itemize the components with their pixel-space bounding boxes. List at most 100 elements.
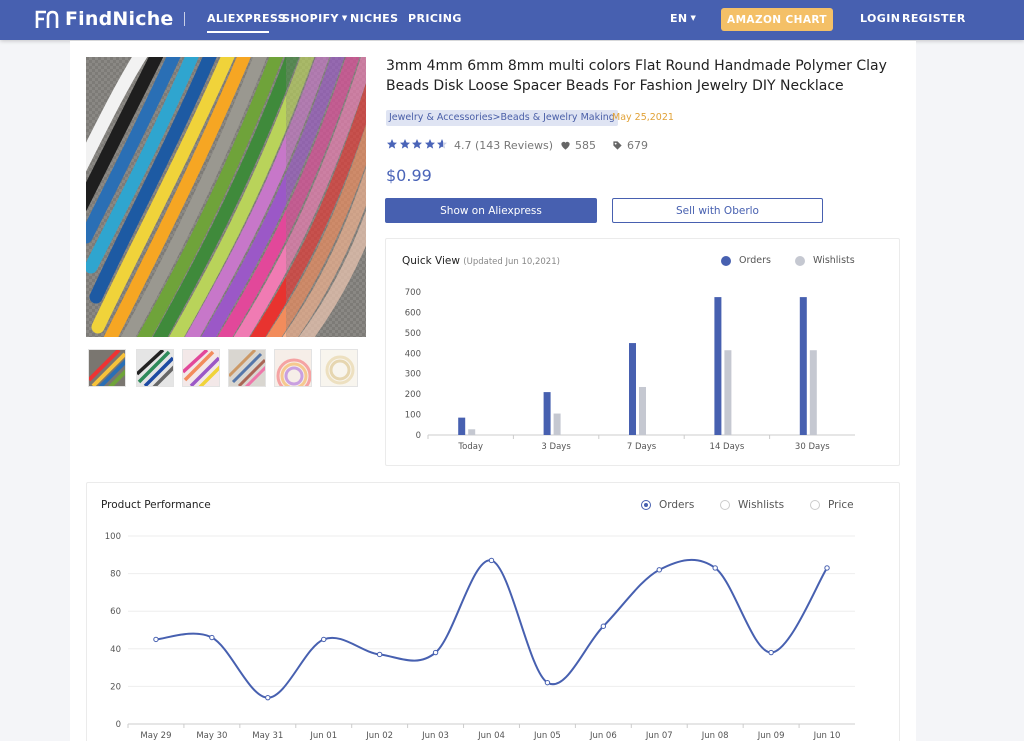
y-tick-label: 80 xyxy=(110,570,121,580)
nav-pricing[interactable]: PRICING xyxy=(408,12,462,25)
logo[interactable]: FindNiche xyxy=(35,7,174,31)
radio-wishlists-label: Wishlists xyxy=(738,499,785,511)
radio-wishlists-circle xyxy=(720,500,730,510)
thumbnail-2[interactable] xyxy=(136,349,174,387)
nav-shopify[interactable]: SHOPIFY ▼ xyxy=(282,12,348,25)
x-tick-label: Jun 03 xyxy=(421,731,449,741)
y-tick-label: 700 xyxy=(405,288,421,298)
register-link[interactable]: REGISTER xyxy=(902,12,966,25)
x-tick-label: Jun 09 xyxy=(757,731,785,741)
thumbnail-4[interactable] xyxy=(228,349,266,387)
chevron-down-icon: ▼ xyxy=(341,14,348,22)
radio-wishlists[interactable]: Wishlists xyxy=(720,499,784,511)
x-tick-label: Jun 05 xyxy=(533,731,561,741)
tags-value: 679 xyxy=(627,139,648,152)
legend-wishlists-label: Wishlists xyxy=(813,255,855,266)
y-tick-label: 400 xyxy=(405,349,421,359)
category-tag[interactable]: Jewelry & Accessories>Beads & Jewelry Ma… xyxy=(386,110,618,126)
radio-orders-label: Orders xyxy=(659,499,695,511)
legend-orders-label: Orders xyxy=(739,255,771,266)
findniche-logo-icon xyxy=(35,10,59,28)
rating-stars xyxy=(386,138,449,150)
amazon-chart-button[interactable]: AMAZON CHART xyxy=(721,8,833,31)
x-tick-label: 7 Days xyxy=(627,442,657,452)
product-main-image[interactable] xyxy=(86,57,366,337)
radio-price[interactable]: Price xyxy=(810,499,854,511)
x-tick-label: Jun 01 xyxy=(309,731,337,741)
data-point xyxy=(153,636,159,643)
language-selector[interactable]: EN ▼ xyxy=(670,12,696,25)
nav-aliexpress[interactable]: ALIEXPRESS xyxy=(207,12,287,25)
data-point xyxy=(824,565,830,571)
star-half-icon xyxy=(437,139,447,149)
thumbnail-image xyxy=(137,350,173,386)
bar-orders xyxy=(629,343,636,435)
x-tick-label: Jun 02 xyxy=(365,731,393,741)
y-tick-label: 500 xyxy=(405,329,421,339)
beads-image xyxy=(86,57,366,337)
wishlist-count: 585 xyxy=(560,139,596,152)
product-price: $0.99 xyxy=(386,166,432,185)
thumbnail-5[interactable] xyxy=(274,349,312,387)
x-tick-label: 30 Days xyxy=(795,442,830,452)
data-point xyxy=(656,567,662,573)
nav-niches[interactable]: NICHES xyxy=(350,12,399,25)
star-icon xyxy=(399,139,410,149)
bar-wishlists xyxy=(553,413,561,435)
rating-text: 4.7 (143 Reviews) xyxy=(454,139,554,152)
bar-wishlists xyxy=(468,429,476,435)
thumbnail-1[interactable] xyxy=(88,349,126,387)
y-tick-label: 100 xyxy=(105,532,121,542)
tag-icon xyxy=(613,141,622,150)
logo-text: FindNiche xyxy=(65,8,174,30)
x-tick-label: Jun 10 xyxy=(813,731,841,741)
legend-dot-wishlists xyxy=(795,255,805,266)
top-navigation-bar: FindNiche ALIEXPRESS SHOPIFY ▼ NICHES PRI… xyxy=(0,0,1024,40)
x-tick-label: Jun 06 xyxy=(589,731,617,741)
data-point xyxy=(321,636,327,643)
data-point xyxy=(600,623,607,629)
thumbnail-6[interactable] xyxy=(320,349,358,387)
language-label: EN xyxy=(670,12,688,25)
x-tick-label: 14 Days xyxy=(710,442,745,452)
y-tick-label: 0 xyxy=(416,431,421,441)
x-tick-label: Today xyxy=(457,442,483,452)
legend-dot-orders xyxy=(721,255,731,266)
bar-orders xyxy=(543,392,551,435)
bar-orders xyxy=(799,297,807,435)
legend-orders[interactable]: Orders xyxy=(721,255,771,266)
product-performance-title: Product Performance xyxy=(101,499,211,511)
tag-count: 679 xyxy=(612,139,648,152)
y-tick-label: 60 xyxy=(110,607,121,617)
thumbnail-image xyxy=(183,350,219,386)
bar-wishlists xyxy=(639,386,646,435)
nav-shopify-label: SHOPIFY xyxy=(282,12,339,25)
x-tick-label: 3 Days xyxy=(541,442,571,452)
thumbnail-image xyxy=(321,350,357,386)
legend-wishlists[interactable]: Wishlists xyxy=(795,255,855,266)
login-link[interactable]: LOGIN xyxy=(860,12,901,25)
thumbnail-image xyxy=(89,350,125,386)
data-point xyxy=(376,651,383,658)
sell-with-oberlo-button[interactable]: Sell with Oberlo xyxy=(612,198,823,223)
show-on-aliexpress-button[interactable]: Show on Aliexpress xyxy=(385,198,597,223)
radio-orders[interactable]: Orders xyxy=(641,499,694,511)
star-icon xyxy=(424,139,435,149)
thumbnail-3[interactable] xyxy=(182,349,220,387)
radio-price-label: Price xyxy=(828,499,854,511)
radio-orders-circle xyxy=(641,500,651,510)
thumbnail-image xyxy=(275,350,311,386)
radio-price-circle xyxy=(810,500,820,510)
x-tick-label: Jun 08 xyxy=(701,731,729,741)
quick-view-title-text: Quick View xyxy=(402,255,460,267)
chevron-down-icon: ▼ xyxy=(690,14,697,22)
listing-date: May 25,2021 xyxy=(612,112,674,123)
likes-value: 585 xyxy=(575,139,596,152)
quick-view-title: Quick View (Updated Jun 10,2021) xyxy=(402,255,560,267)
nav-active-indicator xyxy=(207,31,269,33)
header-divider xyxy=(184,12,185,26)
x-tick-label: Jun 07 xyxy=(645,731,673,741)
y-tick-label: 600 xyxy=(405,308,421,318)
x-tick-label: May 29 xyxy=(140,731,171,741)
